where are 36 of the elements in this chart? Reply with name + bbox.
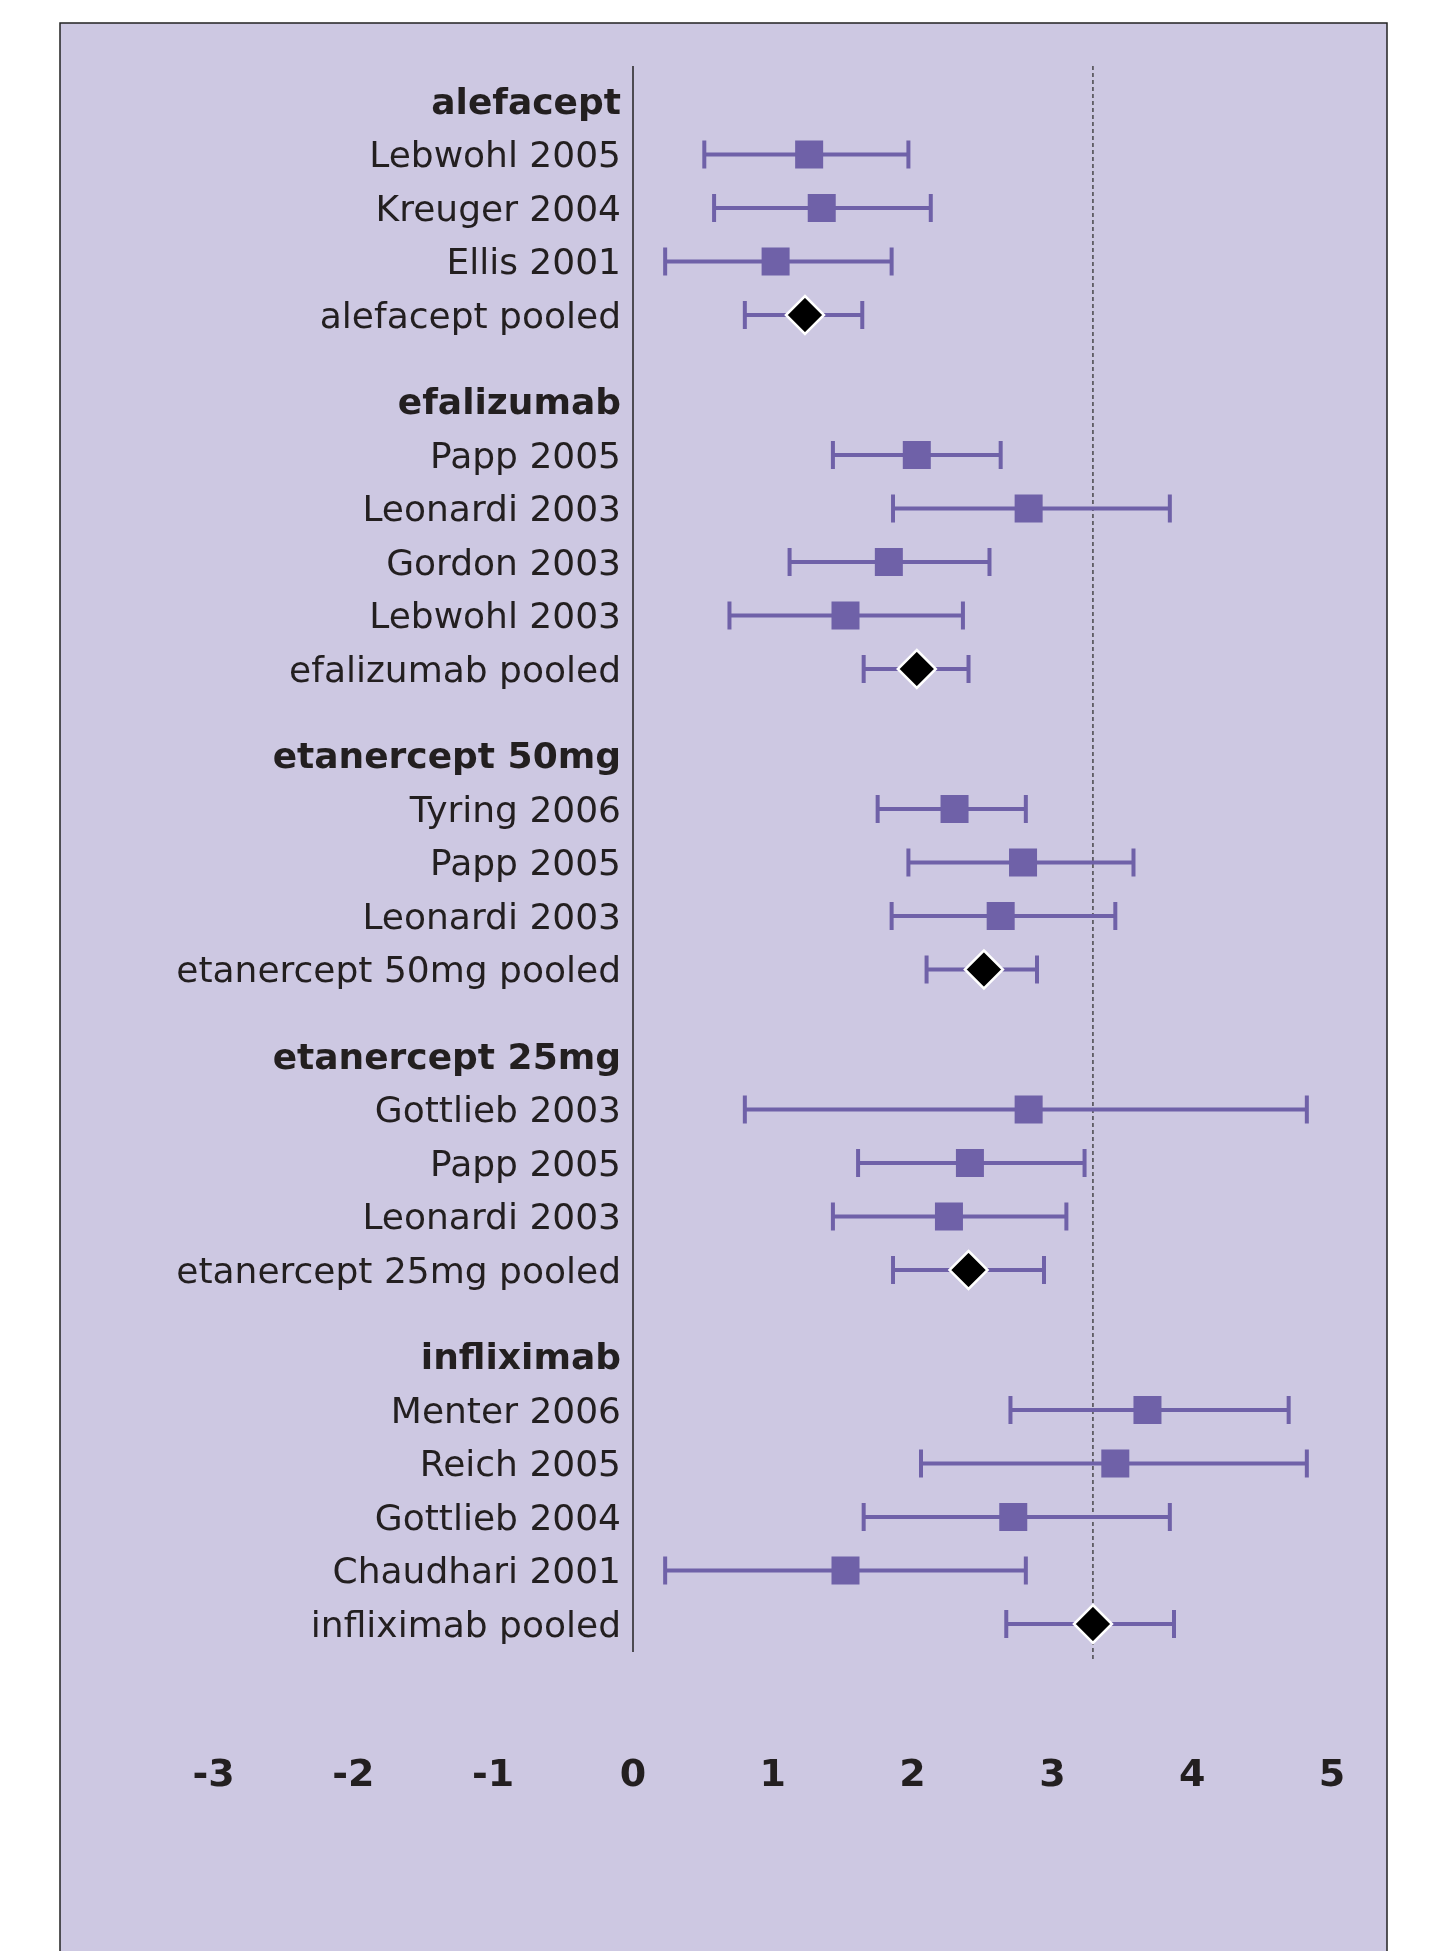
y-tick-label: Reich 2005 <box>419 1443 621 1485</box>
x-tick-label: 4 <box>1178 1751 1206 1796</box>
y-tick-label: alefacept pooled <box>319 294 621 336</box>
y-tick-label: Gordon 2003 <box>386 541 621 583</box>
y-tick-label: Papp 2005 <box>430 842 621 884</box>
y-tick-label: efalizumab <box>397 381 621 423</box>
y-tick-label: Papp 2005 <box>430 1142 621 1184</box>
y-tick-label: efalizumab pooled <box>289 648 621 690</box>
x-tick-label: -1 <box>472 1751 515 1796</box>
y-tick-label: Menter 2006 <box>390 1389 621 1431</box>
y-tick-label: Ellis 2001 <box>446 241 621 283</box>
y-tick-label: etanercept 25mg <box>272 1035 621 1077</box>
y-tick-label: Gottlieb 2004 <box>374 1496 621 1538</box>
x-tick-label: 5 <box>1318 1751 1346 1796</box>
y-tick-label: Chaudhari 2001 <box>332 1550 621 1592</box>
y-tick-label: alefacept <box>431 80 621 122</box>
y-tick-label: Kreuger 2004 <box>375 187 621 229</box>
y-tick-label: Gottlieb 2003 <box>374 1089 621 1131</box>
y-tick-label: etanercept 25mg pooled <box>176 1249 621 1291</box>
y-tick-label: Leonardi 2003 <box>362 895 621 937</box>
y-tick-label: infliximab <box>420 1336 621 1378</box>
y-tick-label: Leonardi 2003 <box>362 1196 621 1238</box>
y-tick-label: Lebwohl 2005 <box>369 134 621 176</box>
x-tick-label: 3 <box>1039 1751 1066 1796</box>
x-tick-label: 1 <box>759 1751 787 1796</box>
y-tick-label: etanercept 50mg <box>272 735 621 777</box>
x-tick-label: -2 <box>332 1751 375 1796</box>
y-tick-label: etanercept 50mg pooled <box>176 949 621 991</box>
x-tick-label: -3 <box>192 1751 235 1796</box>
x-tick-label: 0 <box>619 1751 647 1796</box>
x-tick-label: 2 <box>899 1751 926 1796</box>
y-tick-label: Papp 2005 <box>430 434 621 476</box>
y-tick-label: infliximab pooled <box>310 1603 621 1645</box>
y-tick-label: Leonardi 2003 <box>362 488 621 530</box>
y-tick-label: Tyring 2006 <box>408 788 621 830</box>
y-tick-label: Lebwohl 2003 <box>369 595 621 637</box>
